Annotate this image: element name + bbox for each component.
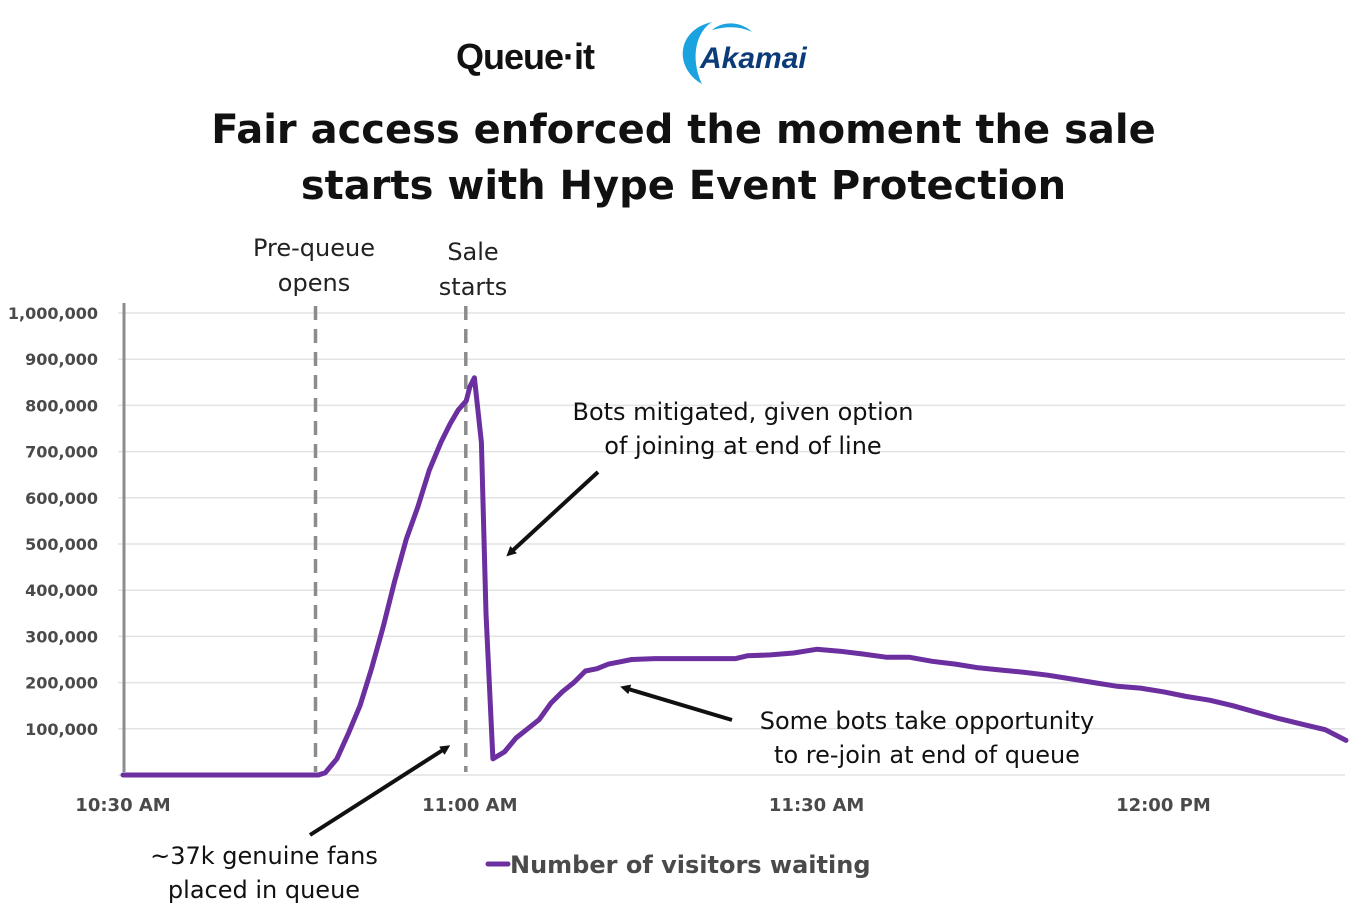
y-tick-label: 400,000 (25, 581, 98, 600)
genuine-fans-annotation-line1: ~37k genuine fans (150, 842, 378, 870)
akamai-wordmark: Akamai (700, 42, 807, 75)
rejoin-annotation-line1: Some bots take opportunity (760, 707, 1095, 735)
gridlines (118, 312, 1345, 776)
y-tick-label: 300,000 (25, 627, 98, 646)
y-tick-label: 600,000 (25, 489, 98, 508)
chart-title-line2: starts with Hype Event Protection (300, 163, 1067, 209)
x-tick-label: 12:00 PM (1116, 795, 1211, 816)
x-tick-label: 10:30 AM (75, 795, 170, 816)
event-markers (313, 306, 468, 772)
legend-label: Number of visitors waiting (510, 851, 871, 879)
akamai-logo: Akamai (672, 18, 832, 88)
rejoin-arrow-icon (620, 684, 733, 722)
genuine-fans-annotation-line2: placed in queue (168, 876, 360, 904)
prequeue-label-line2: opens (278, 269, 350, 297)
chart-title: Fair access enforced the moment the sale… (0, 102, 1367, 214)
chart-title-line1: Fair access enforced the moment the sale (211, 107, 1156, 153)
sale-label-line1: Sale (447, 238, 498, 266)
akamai-swoosh-icon (682, 22, 752, 84)
y-tick-label: 700,000 (25, 443, 98, 462)
bots-mitigated-annotation-line1: Bots mitigated, given option (572, 398, 913, 426)
y-tick-label: 900,000 (25, 350, 98, 369)
x-axis-labels: 10:30 AM 11:00 AM 11:30 AM 12:00 PM (75, 795, 1210, 816)
series-visitors-waiting (120, 375, 1349, 778)
y-tick-label: 800,000 (25, 396, 98, 415)
bots-mitigated-annotation-line2: of joining at end of line (604, 432, 881, 460)
queueit-logo: Queue·it (456, 36, 595, 77)
bots-mitigated-arrow-icon (506, 470, 600, 557)
y-tick-label: 1,000,000 (8, 304, 98, 323)
genuine-fans-arrow-icon (308, 745, 451, 837)
y-tick-label: 100,000 (25, 720, 98, 739)
logo-bar: Queue·it Akamai (0, 10, 1367, 84)
x-tick-label: 11:00 AM (422, 795, 517, 816)
y-tick-label: 200,000 (25, 674, 98, 693)
sale-label-line2: starts (439, 273, 507, 301)
rejoin-annotation-line2: to re-join at end of queue (774, 741, 1080, 769)
prequeue-label-line1: Pre-queue (253, 234, 375, 262)
y-axis-labels: 100,000 200,000 300,000 400,000 500,000 600,0… (8, 304, 98, 739)
x-tick-label: 11:30 AM (769, 795, 864, 816)
y-tick-label: 500,000 (25, 535, 98, 554)
